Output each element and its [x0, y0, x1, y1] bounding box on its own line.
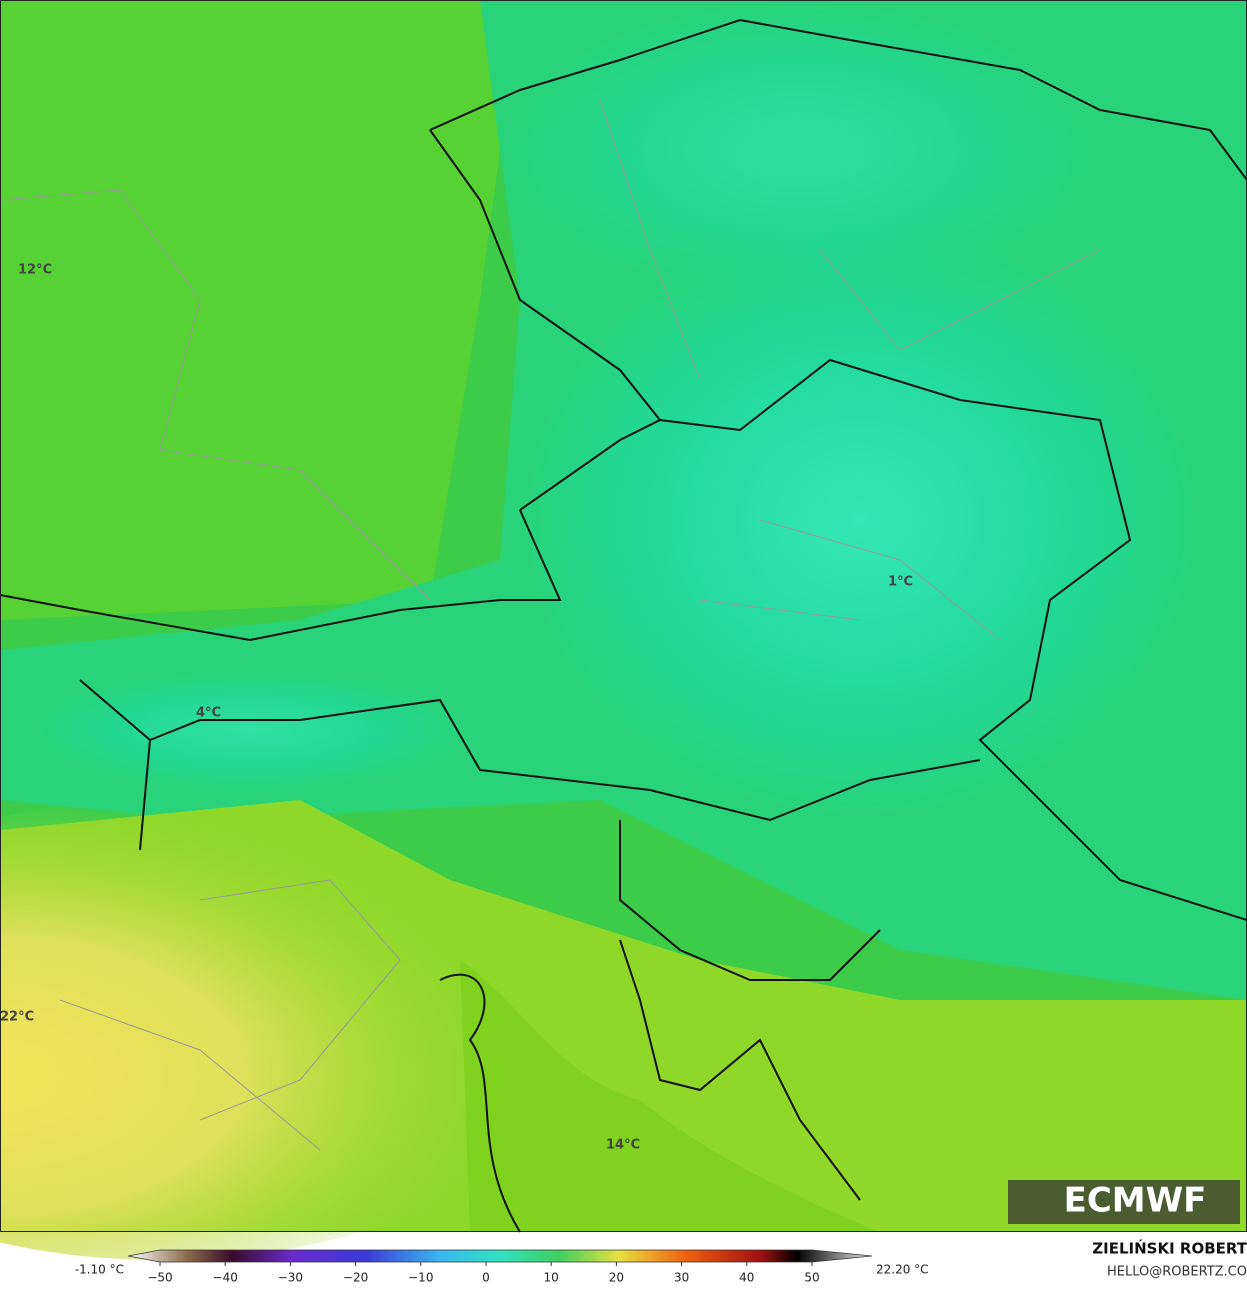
colorbar-tick-label: 40: [739, 1271, 754, 1285]
colorbar-tick-label: 10: [544, 1271, 559, 1285]
colorbar-gradient: [127, 1249, 873, 1263]
colorbar-tick-label: −40: [213, 1271, 238, 1285]
map: 12°C 1°C 4°C 22°C 14°C ECMWF: [0, 0, 1247, 1260]
colorbar-tick-label: 30: [674, 1271, 689, 1285]
colorbar-tick-label: 20: [609, 1271, 624, 1285]
point-label: 12°C: [18, 263, 52, 278]
point-label: 22°C: [0, 1010, 34, 1025]
point-label: 1°C: [888, 575, 913, 590]
colorbar: -1.10 °C 22.20 °C −50 −40 −30 −20 −10 0 10 20 30…: [75, 1249, 929, 1285]
point-label: 4°C: [196, 706, 221, 721]
colorbar-tick-label: −10: [408, 1271, 433, 1285]
logo: ECMWF: [1064, 1181, 1207, 1221]
colorbar-tick-label: −50: [147, 1271, 172, 1285]
colorbar-tick-label: −20: [343, 1271, 368, 1285]
colorbar-tick-label: −30: [278, 1271, 303, 1285]
contact: HELLO@ROBERTZ.CO: [1107, 1265, 1247, 1280]
colorbar-tick-label: 0: [482, 1271, 490, 1285]
point-label: 14°C: [606, 1138, 640, 1153]
logo-box: [1008, 1180, 1240, 1224]
colorbar-min: -1.10 °C: [75, 1263, 124, 1277]
author: ZIELIŃSKI ROBERT: [1092, 1239, 1247, 1258]
colorbar-max: 22.20 °C: [876, 1263, 929, 1277]
colorbar-tick-label: 50: [804, 1271, 819, 1285]
